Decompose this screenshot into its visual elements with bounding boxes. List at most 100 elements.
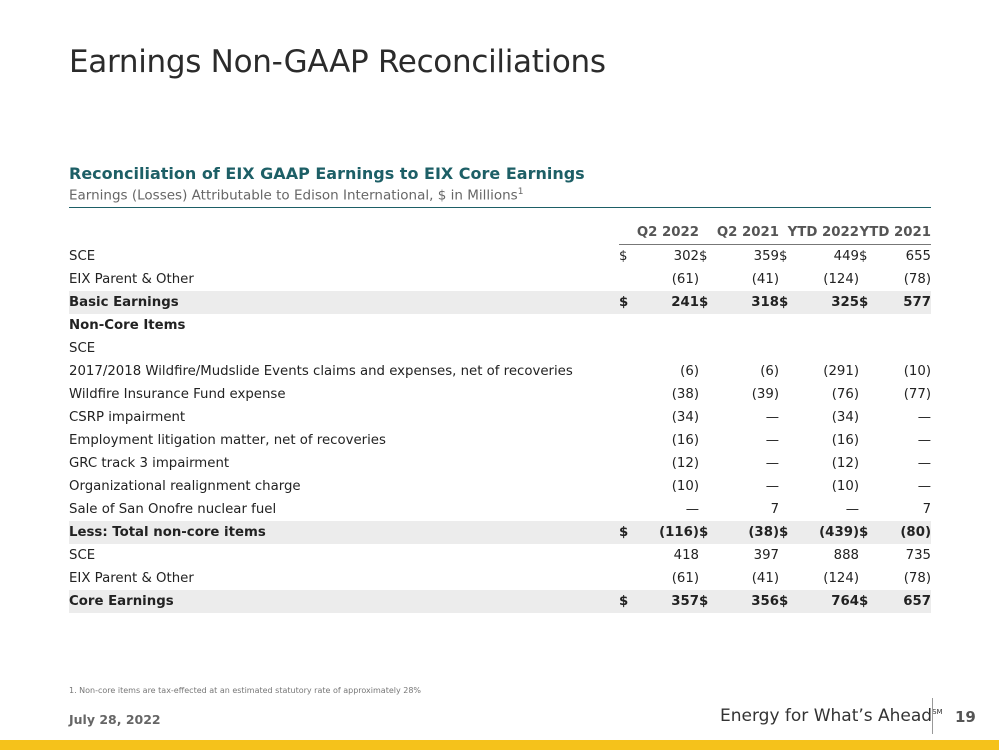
table-row: Organizational realignment charge (10) —… (69, 475, 931, 498)
table-heading: Reconciliation of EIX GAAP Earnings to E… (69, 164, 585, 183)
row-label: CSRP impairment (69, 410, 186, 425)
row-label: EIX Parent & Other (69, 571, 194, 586)
accent-bar (0, 740, 999, 750)
currency-symbol: $ (699, 590, 720, 613)
cell-value: (39) (751, 387, 780, 402)
cell-value: (16) (831, 433, 860, 448)
heading-rule (69, 207, 931, 208)
cell-value: 657 (879, 590, 932, 613)
cell-value: (16) (671, 433, 700, 448)
cell-value: 7 (922, 502, 932, 517)
cell-value: (38) (719, 521, 780, 544)
currency-symbol: $ (699, 249, 708, 264)
cell-value: (12) (831, 456, 860, 471)
presentation-date: July 28, 2022 (69, 712, 161, 727)
cell-value: — (765, 433, 780, 448)
cell-value: (6) (680, 364, 700, 379)
cell-value: — (917, 433, 932, 448)
cell-value: (34) (671, 410, 700, 425)
row-label: SCE (69, 341, 96, 356)
currency-symbol: $ (619, 521, 639, 544)
cell-value: 356 (719, 590, 780, 613)
subsection-row: SCE (69, 337, 931, 360)
table-row: EIX Parent & Other (61) (41) (124) (78) (69, 567, 931, 590)
currency-symbol: $ (859, 590, 880, 613)
cell-value: (10) (831, 479, 860, 494)
cell-value: 418 (673, 548, 700, 563)
currency-symbol: $ (699, 521, 720, 544)
currency-symbol: $ (779, 291, 800, 314)
column-header: Q2 2022 (619, 221, 700, 245)
row-label: Wildfire Insurance Fund expense (69, 387, 286, 402)
cell-value: (124) (823, 272, 860, 287)
footnote: 1. Non-core items are tax-effected at an… (69, 686, 422, 695)
column-header: Q2 2021 (699, 221, 780, 245)
row-label: 2017/2018 Wildfire/Mudslide Events claim… (69, 364, 573, 379)
cell-value: (10) (903, 364, 932, 379)
row-label: SCE (69, 548, 96, 563)
cell-value: (291) (823, 364, 860, 379)
table-row: Sale of San Onofre nuclear fuel — 7 — 7 (69, 498, 931, 521)
cell-value: (41) (751, 272, 780, 287)
cell-value: (61) (671, 272, 700, 287)
cell-value: (12) (671, 456, 700, 471)
column-header-row: Q2 2022 Q2 2021 YTD 2022 YTD 2021 (69, 221, 932, 245)
cell-value: (41) (751, 571, 780, 586)
table-row: 2017/2018 Wildfire/Mudslide Events claim… (69, 360, 931, 383)
cell-value: (80) (879, 521, 932, 544)
table-row: Employment litigation matter, net of rec… (69, 429, 931, 452)
footer-divider (932, 698, 933, 734)
table-row-total: Core Earnings $357 $356 $764 $657 (69, 590, 932, 613)
cell-value: — (765, 479, 780, 494)
table-row: GRC track 3 impairment (12) — (12) — (69, 452, 931, 475)
service-mark: SM (932, 708, 943, 716)
cell-value: — (765, 456, 780, 471)
cell-value: 357 (639, 590, 700, 613)
brand-tagline: Energy for What’s AheadSM (720, 706, 943, 726)
currency-symbol: $ (859, 291, 880, 314)
page-number: 19 (955, 708, 976, 726)
table-row: EIX Parent & Other (61) (41) (124) (78) (69, 268, 931, 291)
cell-value: (124) (823, 571, 860, 586)
table-subheading: Earnings (Losses) Attributable to Edison… (69, 187, 524, 204)
cell-value: 318 (719, 291, 780, 314)
footnote-ref: 1 (517, 187, 524, 197)
currency-symbol: $ (859, 249, 868, 264)
cell-value: (6) (760, 364, 780, 379)
row-label: Core Earnings (69, 590, 619, 613)
currency-symbol: $ (619, 590, 639, 613)
table-row: CSRP impairment (34) — (34) — (69, 406, 931, 429)
header-blank (69, 221, 619, 245)
cell-value: (77) (903, 387, 932, 402)
cell-value: (61) (671, 571, 700, 586)
cell-value: 449 (833, 249, 860, 264)
cell-value: 397 (753, 548, 780, 563)
section-label: Non-Core Items (69, 318, 186, 333)
cell-value: (439) (799, 521, 860, 544)
cell-value: 359 (753, 249, 780, 264)
table-row: SCE $302 $359 $449 $655 (69, 245, 931, 269)
currency-symbol: $ (619, 249, 628, 264)
cell-value: 577 (879, 291, 932, 314)
row-label: Basic Earnings (69, 291, 619, 314)
section-header-row: Non-Core Items (69, 314, 931, 337)
cell-value: (10) (671, 479, 700, 494)
row-label: SCE (69, 248, 96, 264)
cell-value: (38) (671, 387, 700, 402)
page-title: Earnings Non-GAAP Reconciliations (69, 44, 606, 80)
cell-value: 655 (905, 249, 932, 264)
cell-value: — (685, 502, 700, 517)
cell-value: — (845, 502, 860, 517)
row-label: Sale of San Onofre nuclear fuel (69, 502, 277, 517)
cell-value: (76) (831, 387, 860, 402)
cell-value: (78) (903, 272, 932, 287)
row-label: GRC track 3 impairment (69, 456, 230, 471)
cell-value: — (917, 410, 932, 425)
currency-symbol: $ (699, 291, 720, 314)
cell-value: 888 (833, 548, 860, 563)
currency-symbol: $ (779, 249, 788, 264)
cell-value: 241 (639, 291, 700, 314)
column-header: YTD 2022 (779, 221, 860, 245)
cell-value: 325 (799, 291, 860, 314)
currency-symbol: $ (859, 521, 880, 544)
